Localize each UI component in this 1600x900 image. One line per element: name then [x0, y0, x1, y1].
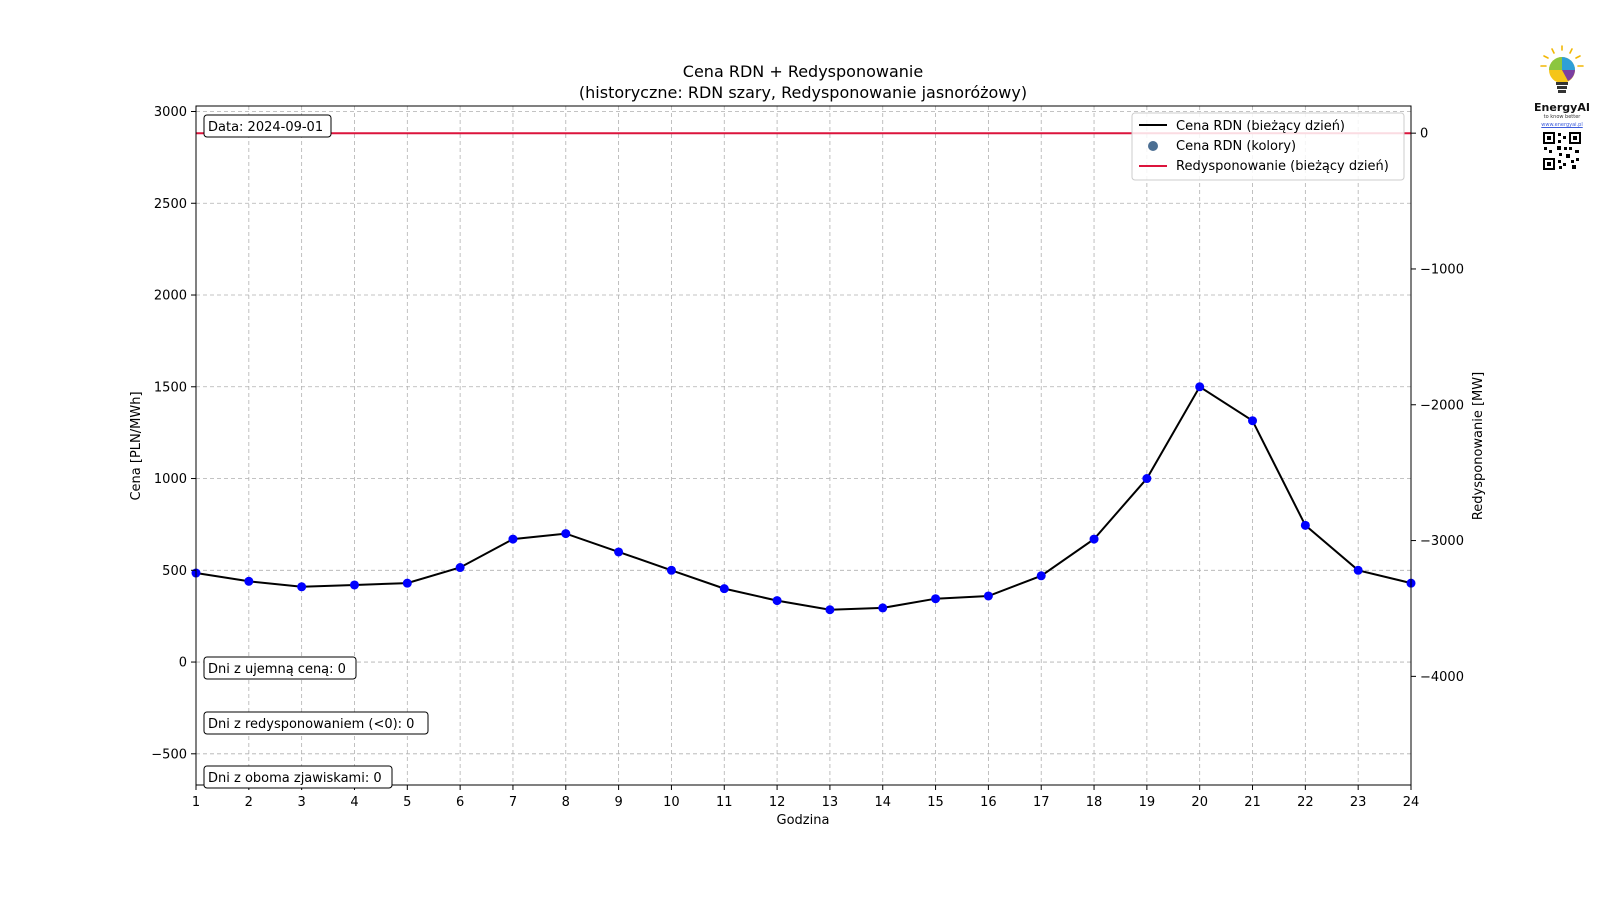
- both-annotation-text: Dni z oboma zjawiskami: 0: [208, 771, 382, 786]
- y-tick-label: 0: [179, 656, 187, 671]
- y-tick-label: 1500: [154, 380, 187, 395]
- x-tick-label: 10: [663, 795, 680, 810]
- y2-tick-label: 0: [1420, 127, 1428, 142]
- price-point: [1195, 382, 1205, 392]
- plot-frame: [195, 105, 1412, 786]
- price-point: [1300, 520, 1310, 530]
- lightbulb-icon: [1540, 45, 1584, 93]
- x-tick-label: 4: [350, 795, 358, 810]
- x-tick-label: 7: [509, 795, 517, 810]
- x-tick-label: 6: [456, 795, 464, 810]
- price-point: [402, 578, 412, 588]
- redispatch-annotation: Dni z redysponowaniem (<0): 0: [203, 711, 429, 735]
- legend-box: [1131, 112, 1405, 181]
- y-tick-label: −500: [151, 747, 187, 762]
- grid: [195, 106, 1412, 785]
- y-tick-label: 3000: [154, 105, 187, 120]
- x-tick-label: 1: [192, 795, 200, 810]
- y-axis-label: Cena [PLN/MWh]: [129, 391, 144, 500]
- legend-swatch-price-colors: [1148, 141, 1158, 151]
- x-tick-label: 12: [769, 795, 786, 810]
- legend-label-redispatch: Redysponowanie (bieżący dzień): [1176, 159, 1389, 174]
- redispatch-annotation-text: Dni z redysponowaniem (<0): 0: [208, 717, 414, 732]
- y-tick-label: 1000: [154, 472, 187, 487]
- price-point: [1353, 565, 1363, 575]
- price-point: [508, 534, 518, 544]
- price-point: [1142, 474, 1152, 484]
- y-axis-right: 0 −1000 −2000 −3000 −4000: [1411, 127, 1464, 685]
- x-tick-label: 11: [716, 795, 733, 810]
- y-axis-left: −500 0 500 1000 1500 2000 2500 3000: [151, 105, 196, 762]
- price-point: [983, 591, 993, 601]
- price-point: [561, 529, 571, 539]
- x-tick-label: 13: [822, 795, 839, 810]
- price-point: [455, 563, 465, 573]
- price-point: [244, 576, 254, 586]
- y2-tick-label: −1000: [1420, 262, 1464, 277]
- x-axis-label: Godzina: [777, 813, 830, 828]
- x-tick-label: 3: [298, 795, 306, 810]
- chart-title: Cena RDN + Redysponowanie: [683, 62, 923, 81]
- price-point: [1248, 416, 1258, 426]
- price-point: [931, 594, 941, 604]
- date-annotation-text: Data: 2024-09-01: [208, 120, 323, 135]
- qr-code-icon: [1542, 131, 1582, 171]
- x-tick-label: 20: [1191, 795, 1208, 810]
- y2-tick-label: −3000: [1420, 534, 1464, 549]
- price-point: [825, 605, 835, 615]
- y-tick-label: 2000: [154, 289, 187, 304]
- x-axis: 1 2 3 4 5 6 7 8 9 10 11 12 13 14 15 16 17 18 19 20 21 22 23 24: [192, 785, 1419, 810]
- price-point: [772, 596, 782, 606]
- y-tick-label: 2500: [154, 197, 187, 212]
- x-tick-label: 2: [245, 795, 253, 810]
- legend-label-price-line: Cena RDN (bieżący dzień): [1176, 119, 1345, 134]
- x-tick-label: 15: [927, 795, 944, 810]
- legend: Cena RDN (bieżący dzień) Cena RDN (kolor…: [1131, 112, 1405, 181]
- both-annotation: Dni z oboma zjawiskami: 0: [203, 765, 393, 789]
- price-point: [1089, 534, 1099, 544]
- price-point: [1036, 571, 1046, 581]
- series-layer: [191, 132, 1416, 615]
- x-tick-label: 21: [1244, 795, 1261, 810]
- x-tick-label: 18: [1086, 795, 1103, 810]
- x-tick-label: 23: [1350, 795, 1367, 810]
- y-tick-label: 500: [162, 564, 187, 579]
- x-tick-label: 19: [1139, 795, 1156, 810]
- price-point: [666, 565, 676, 575]
- x-tick-label: 8: [562, 795, 570, 810]
- x-tick-label: 22: [1297, 795, 1314, 810]
- price-line: [195, 385, 1412, 611]
- logo-url: www.energyai.pl: [1541, 122, 1583, 128]
- x-tick-label: 14: [874, 795, 891, 810]
- price-point: [719, 584, 729, 594]
- logo-brand: EnergyAI: [1534, 101, 1590, 114]
- x-tick-label: 9: [614, 795, 622, 810]
- y2-tick-label: −4000: [1420, 670, 1464, 685]
- price-point: [614, 547, 624, 557]
- legend-label-price-colors: Cena RDN (kolory): [1176, 139, 1296, 154]
- energyai-logo: EnergyAI to know better www.energyai.pl: [1532, 44, 1592, 175]
- logo-tagline: to know better: [1543, 114, 1581, 120]
- negative-price-annotation: Dni z ujemną ceną: 0: [203, 656, 357, 680]
- y2-tick-label: −2000: [1420, 398, 1464, 413]
- x-tick-label: 17: [1033, 795, 1050, 810]
- price-point: [297, 582, 307, 592]
- x-tick-label: 24: [1403, 795, 1420, 810]
- price-point: [878, 603, 888, 613]
- chart-subtitle: (historyczne: RDN szary, Redysponowanie …: [579, 83, 1027, 102]
- x-tick-label: 16: [980, 795, 997, 810]
- price-point: [349, 580, 359, 590]
- x-tick-label: 5: [403, 795, 411, 810]
- y2-axis-label: Redysponowanie [MW]: [1471, 372, 1486, 520]
- date-annotation: Data: 2024-09-01: [203, 114, 332, 138]
- negative-price-annotation-text: Dni z ujemną ceną: 0: [208, 662, 346, 677]
